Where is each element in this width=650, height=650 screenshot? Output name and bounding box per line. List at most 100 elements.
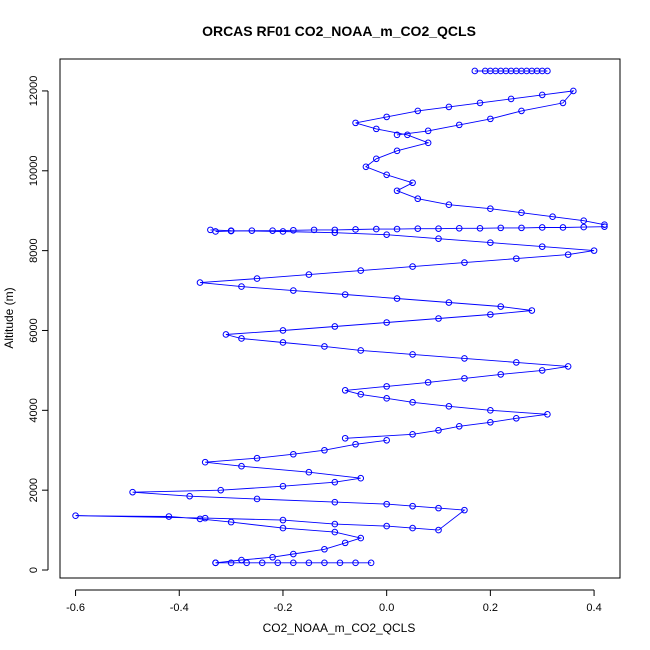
data-point: [383, 395, 390, 402]
data-point: [341, 387, 349, 394]
plot-frame: [59, 58, 621, 579]
series-line: [215, 226, 605, 232]
data-point: [243, 559, 250, 567]
series-descent-1: [72, 436, 468, 567]
data-point: [227, 559, 235, 567]
data-point: [538, 243, 546, 250]
series-level-8500: [212, 223, 608, 235]
data-point: [253, 454, 261, 462]
data-point: [279, 482, 287, 490]
data-point: [414, 107, 422, 115]
data-point: [559, 99, 567, 107]
data-point: [549, 213, 556, 220]
x-tick-label: 0.4: [586, 602, 601, 614]
data-point: [445, 201, 453, 209]
data-point: [538, 224, 546, 231]
data-point: [538, 367, 546, 374]
x-tick-label: -0.4: [170, 602, 189, 614]
data-point: [383, 319, 390, 326]
data-point: [476, 99, 484, 107]
data-point: [414, 195, 422, 203]
data-point: [461, 355, 468, 362]
data-point: [601, 223, 608, 230]
data-point: [461, 259, 468, 266]
data-point: [321, 446, 328, 454]
data-point: [564, 251, 572, 258]
data-point: [487, 419, 494, 426]
data-point: [424, 127, 432, 135]
data-point: [512, 359, 520, 366]
data-point: [227, 518, 235, 526]
data-point: [129, 488, 136, 496]
data-point: [455, 121, 463, 129]
data-point: [559, 224, 567, 231]
data-point: [528, 307, 536, 314]
data-point: [290, 450, 297, 458]
data-point: [279, 524, 287, 532]
data-point: [393, 187, 401, 195]
data-point: [290, 226, 297, 234]
data-point: [362, 163, 370, 171]
x-tick-label: -0.2: [273, 602, 292, 614]
data-point: [512, 415, 520, 422]
data-point: [393, 131, 401, 139]
data-point: [279, 516, 287, 524]
data-point: [238, 462, 245, 470]
data-point: [196, 279, 204, 286]
data-point: [409, 430, 416, 438]
data-point: [601, 221, 608, 228]
x-axis-label: CO2_NOAA_m_CO2_QCLS: [263, 621, 416, 635]
data-point: [290, 287, 297, 294]
data-point: [357, 534, 365, 542]
y-tick-label: 10000: [28, 155, 40, 186]
data-point: [435, 504, 442, 512]
series-line: [355, 90, 605, 226]
data-point: [424, 379, 432, 386]
data-point: [201, 458, 209, 466]
data-point: [331, 520, 339, 528]
data-point: [341, 539, 349, 547]
y-tick-label: 12000: [28, 76, 40, 107]
x-axis: -0.6 -0.4 -0.2 0.0 0.2 0.4: [66, 589, 602, 614]
data-point: [279, 228, 287, 235]
data-point: [409, 263, 416, 270]
data-point: [357, 391, 365, 398]
data-point: [409, 179, 416, 187]
y-tick-label: 6000: [28, 318, 40, 342]
data-point: [269, 553, 276, 561]
data-point: [409, 502, 416, 510]
y-axis: 0 2000 4000 6000 8000 10000 12000: [28, 76, 49, 573]
data-point: [212, 559, 219, 567]
data-point: [357, 347, 365, 354]
data-point: [336, 559, 344, 567]
data-point: [258, 559, 266, 567]
data-point: [310, 226, 318, 234]
data-point: [414, 225, 422, 232]
data-point: [274, 559, 282, 567]
y-tick-label: 4000: [28, 398, 40, 422]
data-point: [435, 426, 442, 434]
data-point: [227, 227, 235, 235]
data-point: [383, 522, 390, 530]
data-point: [424, 139, 432, 147]
data-point: [518, 209, 525, 217]
data-point: [383, 436, 390, 444]
data-point: [404, 131, 411, 139]
data-point: [305, 468, 313, 476]
x-tick-label: 0.2: [483, 602, 498, 614]
data-point: [248, 227, 256, 234]
data-point: [518, 224, 525, 232]
data-point: [544, 67, 551, 75]
data-point: [590, 247, 598, 254]
y-tick-label: 0: [28, 567, 40, 573]
series-level-12500: [471, 67, 551, 75]
data-point: [372, 225, 380, 233]
series-line: [75, 439, 466, 564]
x-tick-label: -0.6: [66, 602, 85, 614]
data-point: [383, 383, 390, 390]
data-point: [321, 545, 328, 553]
data-point: [445, 299, 453, 306]
data-point: [367, 559, 375, 567]
data-point: [580, 217, 588, 224]
data-point: [331, 323, 339, 330]
